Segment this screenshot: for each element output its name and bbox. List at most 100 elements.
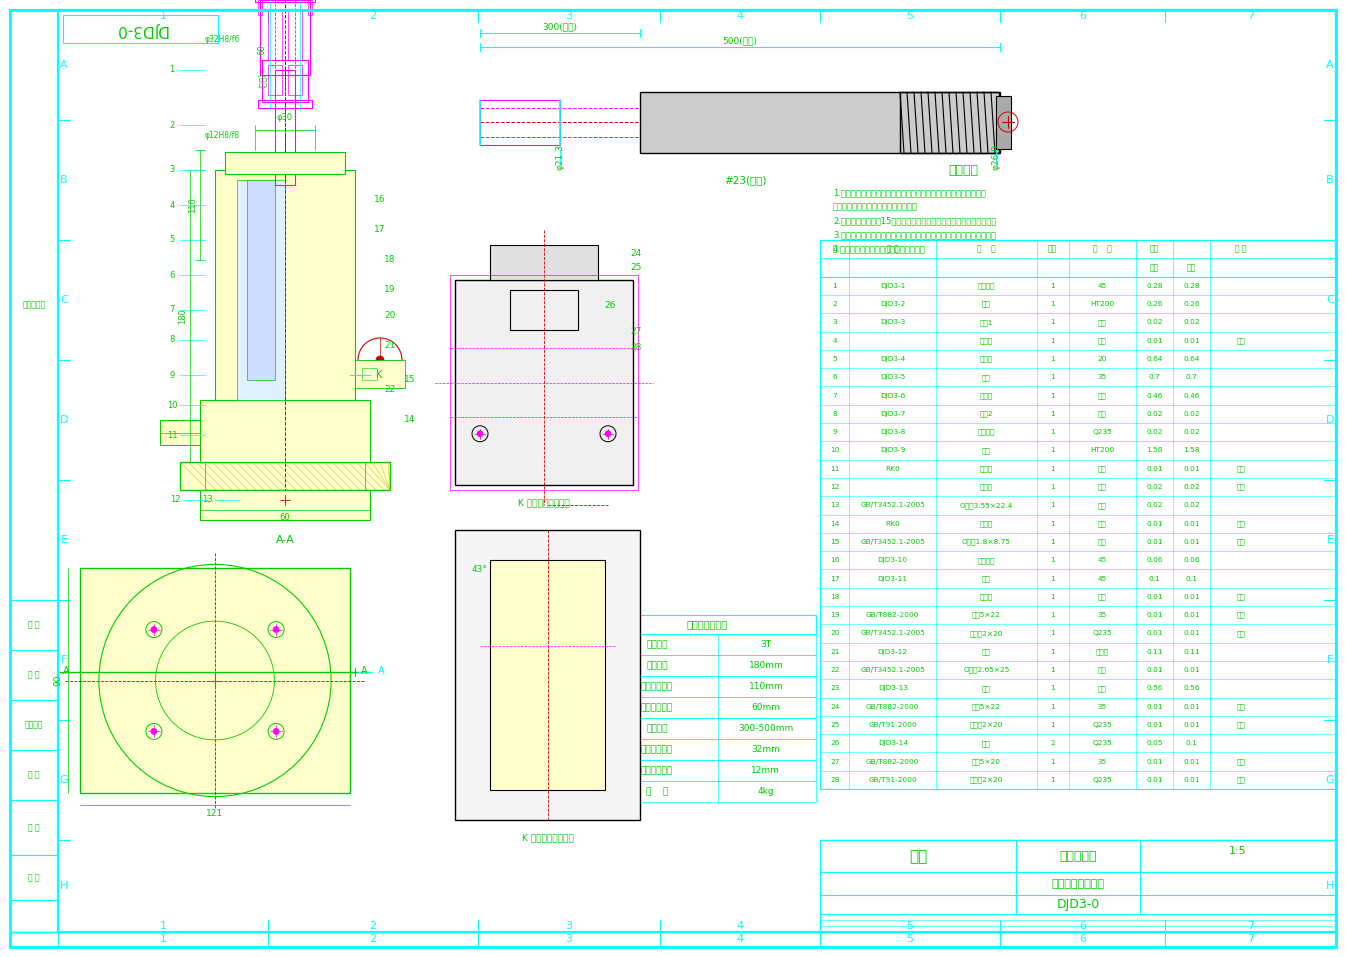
Bar <box>820 840 1337 932</box>
Text: 9: 9 <box>832 429 837 435</box>
Text: 4kg: 4kg <box>758 787 774 796</box>
Text: 外购: 外购 <box>1237 338 1245 344</box>
Text: 300-500mm: 300-500mm <box>738 723 794 733</box>
Text: Q235: Q235 <box>1093 722 1112 728</box>
Text: 部件: 部件 <box>909 849 927 864</box>
Text: 25: 25 <box>630 263 642 273</box>
Text: 0.7: 0.7 <box>1148 374 1160 380</box>
Bar <box>308 0 312 15</box>
Text: 6: 6 <box>832 374 837 380</box>
Text: 1: 1 <box>1050 338 1055 344</box>
Text: 橡胶: 橡胶 <box>1098 411 1106 417</box>
Text: 开口销2×20: 开口销2×20 <box>969 776 1003 783</box>
Text: K: K <box>376 370 382 380</box>
Text: 数量: 数量 <box>1049 245 1058 254</box>
Text: 部件: 部件 <box>1098 465 1106 472</box>
Bar <box>455 530 639 820</box>
Text: 110mm: 110mm <box>748 682 783 691</box>
Text: 22: 22 <box>385 386 396 394</box>
Text: 0.02: 0.02 <box>1183 484 1199 490</box>
Text: 45: 45 <box>1097 282 1106 289</box>
Text: 外购: 外购 <box>1237 703 1245 710</box>
Text: H: H <box>1326 881 1334 891</box>
Text: 14: 14 <box>830 521 840 526</box>
Text: φ26.9: φ26.9 <box>992 144 1000 170</box>
Text: 重    量: 重 量 <box>646 787 668 796</box>
Text: 1: 1 <box>1050 320 1055 325</box>
Text: 24: 24 <box>830 703 840 710</box>
Text: O形圈1.8×8.75: O形圈1.8×8.75 <box>962 539 1011 545</box>
Text: 1: 1 <box>1050 374 1055 380</box>
Text: 15: 15 <box>830 539 840 545</box>
Text: 7: 7 <box>1246 934 1254 945</box>
Text: 0.28: 0.28 <box>1145 282 1163 289</box>
Text: GB/T3452.1-2005: GB/T3452.1-2005 <box>860 667 925 673</box>
Text: 1: 1 <box>1050 411 1055 417</box>
Text: 紧体: 紧体 <box>983 575 991 582</box>
Text: 回油阀杆: 回油阀杆 <box>977 429 995 435</box>
Text: GB/T3452.1-2005: GB/T3452.1-2005 <box>860 539 925 545</box>
Text: 0.46: 0.46 <box>1183 392 1199 398</box>
Text: 43°: 43° <box>472 566 489 574</box>
Circle shape <box>604 431 611 436</box>
Text: 质量: 质量 <box>1149 245 1159 254</box>
Bar <box>598 760 816 781</box>
Text: 0.01: 0.01 <box>1183 539 1199 545</box>
Text: φ12H8/f8: φ12H8/f8 <box>205 130 240 140</box>
Text: 1: 1 <box>1050 594 1055 600</box>
Bar <box>180 462 390 490</box>
Text: DJD3-0: DJD3-0 <box>1057 898 1100 911</box>
Text: 外购: 外购 <box>1237 722 1245 728</box>
Text: 10: 10 <box>830 448 840 454</box>
Text: 油缸: 油缸 <box>983 374 991 381</box>
Text: DJD3-3: DJD3-3 <box>880 320 906 325</box>
Text: 0.01: 0.01 <box>1183 338 1199 344</box>
Text: 开口销2×20: 开口销2×20 <box>969 630 1003 636</box>
Text: 垫圈2: 垫圈2 <box>980 411 993 417</box>
Text: GB/T882-2000: GB/T882-2000 <box>865 703 919 710</box>
Circle shape <box>273 728 279 734</box>
Text: 0.01: 0.01 <box>1183 612 1199 618</box>
Text: 0.1: 0.1 <box>1186 575 1198 582</box>
Text: 1: 1 <box>1050 777 1055 783</box>
Text: 60: 60 <box>257 45 267 56</box>
Text: 外购: 外购 <box>1237 521 1245 527</box>
Text: 0.01: 0.01 <box>1145 759 1163 765</box>
Text: 1: 1 <box>1050 392 1055 398</box>
Text: DJD3-10: DJD3-10 <box>878 557 907 564</box>
Text: 18: 18 <box>384 256 396 264</box>
Text: 1: 1 <box>1050 667 1055 673</box>
Text: 活塞起升高度: 活塞起升高度 <box>641 682 673 691</box>
Text: 6: 6 <box>1079 11 1086 21</box>
Text: 0.02: 0.02 <box>1183 411 1199 417</box>
Text: 0.01: 0.01 <box>1145 594 1163 600</box>
Bar <box>262 60 308 102</box>
Text: 0.56: 0.56 <box>1183 685 1199 691</box>
Text: 6: 6 <box>1079 921 1086 931</box>
Text: 0.11: 0.11 <box>1183 649 1199 655</box>
Text: 调节螺杆: 调节螺杆 <box>977 282 995 289</box>
Text: 17: 17 <box>830 575 840 582</box>
Text: 0.01: 0.01 <box>1145 631 1163 636</box>
Text: O形圈3.55×22.4: O形圈3.55×22.4 <box>960 502 1014 509</box>
Text: 外购: 外购 <box>1237 593 1245 600</box>
Bar <box>260 0 310 75</box>
Bar <box>598 781 816 802</box>
Text: 0.02: 0.02 <box>1183 320 1199 325</box>
Text: (最短): (最短) <box>257 73 267 88</box>
Text: 0.01: 0.01 <box>1145 722 1163 728</box>
Bar <box>510 290 577 330</box>
Text: 外购: 外购 <box>1237 483 1245 490</box>
Text: 4.在规定处或者装置面上钉装厂标铭牌。: 4.在规定处或者装置面上钉装厂标铭牌。 <box>833 244 926 253</box>
Text: 20: 20 <box>1097 356 1106 362</box>
Text: GB/T3452.1-2005: GB/T3452.1-2005 <box>860 502 925 508</box>
Text: 防尘圈: 防尘圈 <box>980 593 993 600</box>
Text: 23: 23 <box>830 685 840 691</box>
Text: 外购: 外购 <box>1237 776 1245 783</box>
Text: 13: 13 <box>830 502 840 508</box>
Text: 1: 1 <box>1050 539 1055 545</box>
Text: 0.02: 0.02 <box>1145 320 1163 325</box>
Circle shape <box>273 627 279 633</box>
Text: 35: 35 <box>1097 703 1106 710</box>
Text: 1: 1 <box>159 934 167 945</box>
